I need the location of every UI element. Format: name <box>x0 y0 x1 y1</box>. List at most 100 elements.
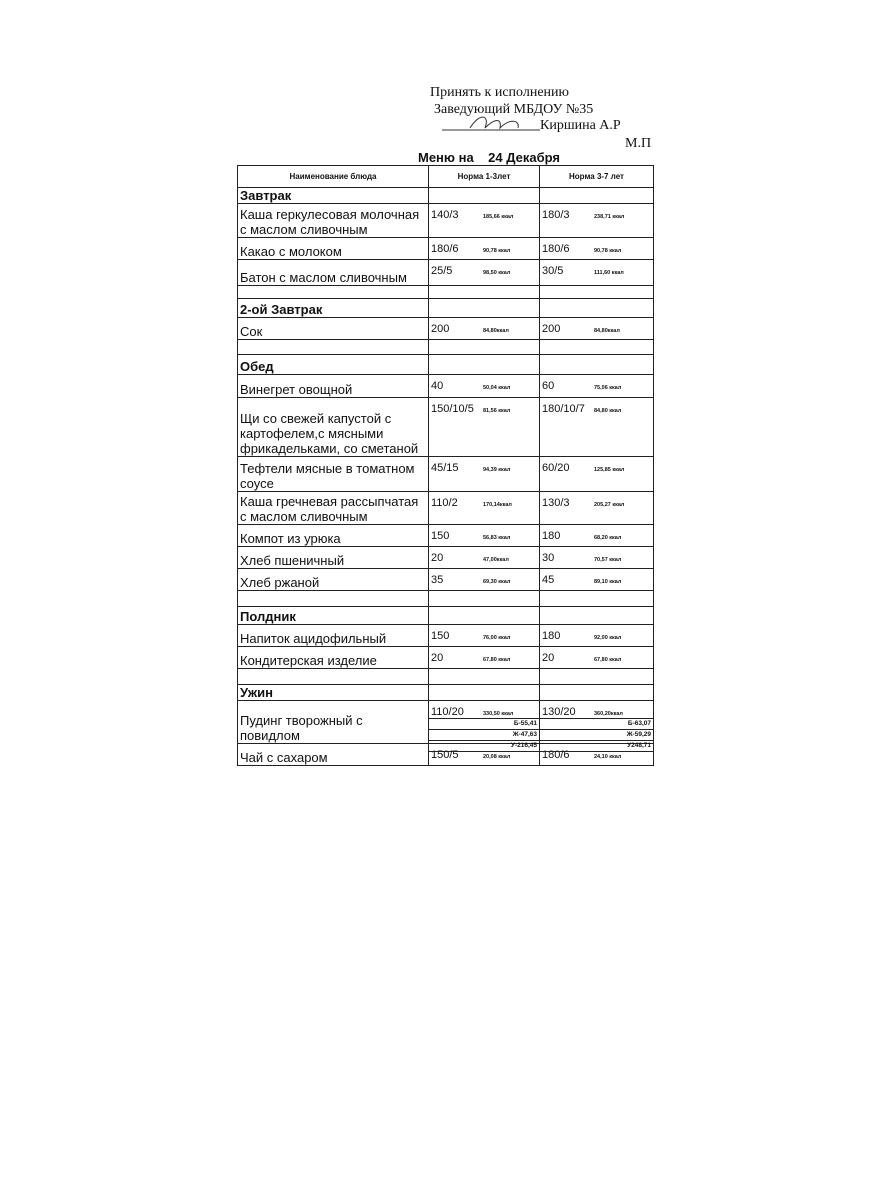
dish-name: Какао с молоком <box>237 237 429 260</box>
title-date: 24 Декабря <box>488 150 561 165</box>
dish-name: Каша геркулесовая молочная с маслом слив… <box>237 203 429 238</box>
kcal: 50,04 ккал <box>483 385 511 391</box>
signature <box>442 116 540 131</box>
portion: 60 <box>542 380 555 392</box>
empty-cell <box>539 684 654 701</box>
empty-cell <box>539 187 654 204</box>
kcal: 20,08 ккал <box>483 754 511 760</box>
kcal: 81,56 ккал <box>483 408 511 414</box>
norm-cell: 180/10/7 84,80 ккал <box>539 397 654 457</box>
header-row: Наименование блюда Норма 1-3лет Норма 3-7 … <box>237 165 654 188</box>
portion: 150/10/5 <box>431 403 474 415</box>
dish-name: Каша гречневая рассыпчатая с маслом слив… <box>237 491 429 525</box>
total-row: Ж-47,63 Ж-59,29 <box>428 729 654 741</box>
dish-name: Сок <box>237 317 429 340</box>
norm-cell: 180/3 238,71 ккал <box>539 203 654 238</box>
norm-cell: 110/2 170,14ккал <box>428 491 540 525</box>
kcal: 69,30 ккал <box>483 579 511 585</box>
dish-name: Хлеб пшеничный <box>237 546 429 569</box>
kcal: 70,57 ккал <box>594 557 622 563</box>
empty-cell <box>428 668 540 685</box>
column-header: Норма 1-3лет <box>428 165 540 188</box>
portion: 150 <box>431 530 450 542</box>
kcal: 125,85 ккал <box>594 467 625 473</box>
total-cell: У248,71 <box>539 740 654 752</box>
section-row: 2-ой Завтрак <box>237 298 654 318</box>
portion: 150 <box>431 630 450 642</box>
total-row: Б-55,41 Б-63,07 <box>428 718 654 730</box>
dish-name: Тефтели мясные в томатном соусе <box>237 456 429 492</box>
portion: 40 <box>431 380 444 392</box>
kcal: 205,27 ккал <box>594 502 625 508</box>
dish-row: Сок 200 84,80ккал 200 84,80ккал <box>237 317 654 340</box>
empty-cell <box>428 285 540 299</box>
dish-name: Пудинг творожный с повидлом <box>237 700 429 744</box>
total-row: У-216,45 У248,71 <box>428 740 654 752</box>
dish-name: Чай с сахаром <box>237 743 429 766</box>
norm-cell: 45/15 94,39 ккал <box>428 456 540 492</box>
portion: 45/15 <box>431 462 459 474</box>
norm-cell: 20 47,00ккал <box>428 546 540 569</box>
portion: 200 <box>542 323 561 335</box>
norm-cell: 30 70,57 ккал <box>539 546 654 569</box>
portion: 110/2 <box>431 497 458 509</box>
section-title: 2-ой Завтрак <box>237 298 429 318</box>
empty-cell <box>237 668 429 685</box>
dish-row: Батон с маслом сливочным 25/5 98,50 ккал 30… <box>237 259 654 286</box>
kcal: 98,50 ккал <box>483 270 511 276</box>
kcal: 170,14ккал <box>483 502 512 508</box>
dish-row: Хлеб пшеничный 20 47,00ккал 30 70,57 ккал <box>237 546 654 569</box>
norm-cell: 180/6 90,78 ккал <box>428 237 540 260</box>
dish-row: Тефтели мясные в томатном соусе 45/15 94,3… <box>237 456 654 492</box>
portion: 30/5 <box>542 265 564 277</box>
portion: 180/6 <box>542 749 570 761</box>
kcal: 185,66 ккал <box>483 214 514 220</box>
dish-row: Каша геркулесовая молочная с маслом слив… <box>237 203 654 238</box>
kcal: 89,10 ккал <box>594 579 622 585</box>
norm-cell: 180 92,00 ккал <box>539 624 654 647</box>
kcal: 56,83 ккал <box>483 535 511 541</box>
empty-cell <box>539 606 654 625</box>
portion: 200 <box>431 323 450 335</box>
kcal: 84,80ккал <box>594 328 620 334</box>
kcal: 84,80 ккал <box>594 408 622 414</box>
norm-cell: 35 69,30 ккал <box>428 568 540 591</box>
title-label: Меню на <box>418 150 474 165</box>
kcal: 84,80ккал <box>483 328 509 334</box>
portion: 35 <box>431 574 444 586</box>
portion: 20 <box>542 652 555 664</box>
dish-name: Винегрет овощной <box>237 374 429 398</box>
empty-row <box>237 590 654 607</box>
norm-cell: 150 76,00 ккал <box>428 624 540 647</box>
empty-cell <box>539 668 654 685</box>
empty-cell <box>428 606 540 625</box>
dish-row: Напиток ацидофильный 150 76,00 ккал 180 92,0… <box>237 624 654 647</box>
kcal: 75,06 ккал <box>594 385 622 391</box>
section-title: Завтрак <box>237 187 429 204</box>
dish-row: Компот из урюка 150 56,83 ккал 180 68,20 кка… <box>237 524 654 547</box>
portion: 150/5 <box>431 749 459 761</box>
norm-cell: 130/3 205,27 ккал <box>539 491 654 525</box>
norm-cell: 150 56,83 ккал <box>428 524 540 547</box>
portion: 45 <box>542 574 555 586</box>
kcal: 76,00 ккал <box>483 635 511 641</box>
section-title: Полдник <box>237 606 429 625</box>
norm-cell: 40 50,04 ккал <box>428 374 540 398</box>
dish-row: Кондитерская изделие 20 67,80 ккал 20 67,80 … <box>237 646 654 669</box>
portion: 20 <box>431 652 444 664</box>
empty-cell <box>237 339 429 355</box>
empty-cell <box>428 187 540 204</box>
kcal: 68,20 ккал <box>594 535 622 541</box>
norm-cell: 60/20 125,85 ккал <box>539 456 654 492</box>
approval: Принять к исполнению <box>430 85 569 100</box>
stamp: М.П <box>625 136 652 151</box>
signatory: Киршина А.Р <box>540 118 621 133</box>
empty-cell <box>539 354 654 375</box>
dish-name: Щи со свежей капустой с картофелем,с мяс… <box>237 397 429 457</box>
empty-cell <box>428 590 540 607</box>
portion: 180 <box>542 530 561 542</box>
dish-name: Кондитерская изделие <box>237 646 429 669</box>
empty-cell <box>428 684 540 701</box>
section-row: Ужин <box>237 684 654 701</box>
kcal: 111,60 ккал <box>594 270 624 276</box>
